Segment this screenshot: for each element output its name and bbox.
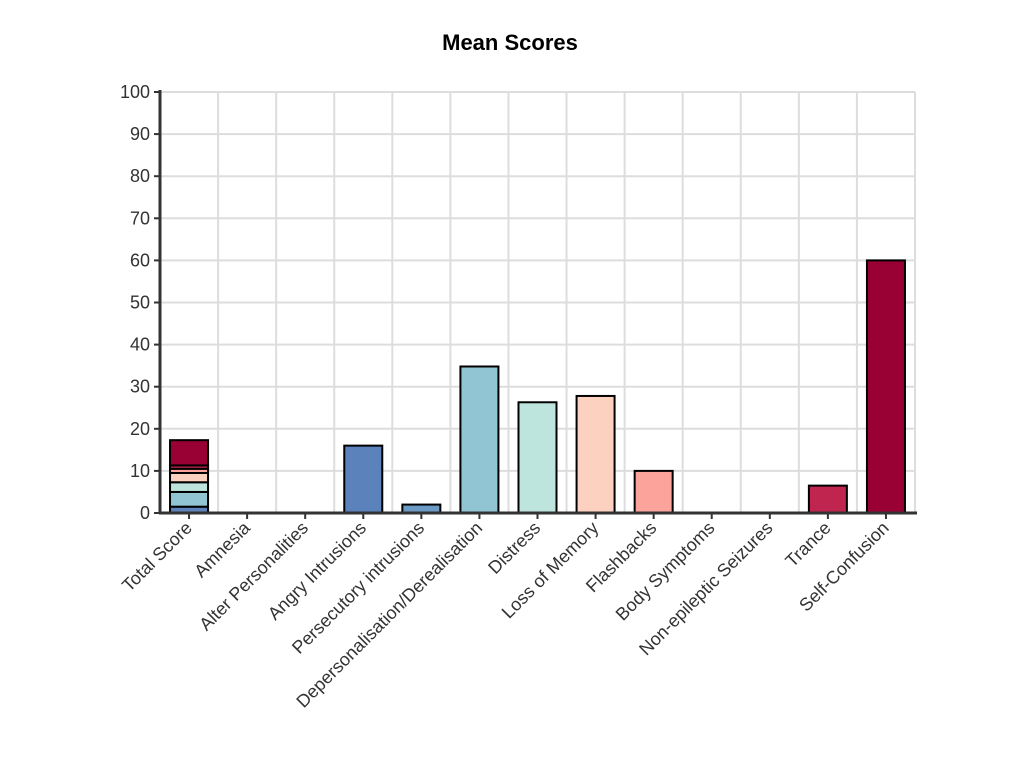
- y-tick-label: 80: [130, 166, 150, 186]
- y-tick-label: 70: [130, 208, 150, 228]
- chart-title: Mean Scores: [442, 30, 578, 55]
- bar-segment: [169, 472, 210, 484]
- x-tick-label: Body Symptoms: [612, 518, 719, 625]
- y-tick-label: 30: [130, 377, 150, 397]
- y-tick-label: 20: [130, 419, 150, 439]
- axes: [154, 90, 917, 519]
- bar: [865, 259, 906, 514]
- bar: [343, 444, 384, 515]
- bar: [633, 469, 674, 514]
- x-tick-label: Alter Personalities: [195, 518, 312, 635]
- y-tick-label: 40: [130, 335, 150, 355]
- bar: [459, 365, 500, 514]
- y-tick-label: 50: [130, 293, 150, 313]
- y-tick-label: 60: [130, 250, 150, 270]
- grid: [160, 91, 916, 514]
- x-tick-label: Trance: [781, 518, 834, 571]
- bar-segment: [169, 481, 210, 493]
- bar-segment: [169, 490, 210, 508]
- x-tick-label: Angry Intrusions: [264, 518, 370, 624]
- x-tick-label: Distress: [484, 518, 544, 578]
- x-tick-label: Total Score: [118, 518, 196, 596]
- y-tick-label: 90: [130, 124, 150, 144]
- bar: [517, 401, 558, 515]
- y-tick-label: 10: [130, 461, 150, 481]
- bar: [575, 394, 616, 515]
- bar-segment: [169, 439, 210, 467]
- bar: [807, 484, 848, 515]
- y-tick-label: 0: [140, 503, 150, 523]
- y-tick-label: 100: [120, 82, 150, 102]
